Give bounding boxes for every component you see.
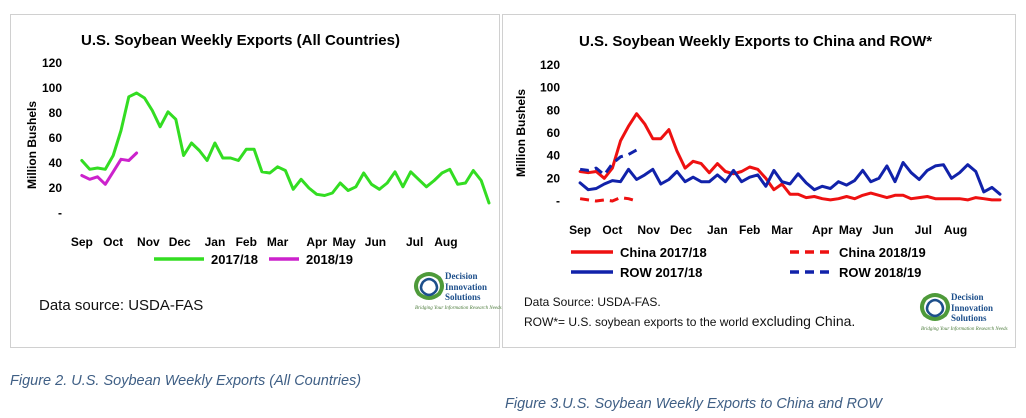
x-tick-label-dec: Dec xyxy=(670,223,692,237)
row-definition-text: ROW*= U.S. soybean exports to the world xyxy=(524,315,749,329)
legend-label: ROW 2017/18 xyxy=(620,265,702,280)
data-source-note: Data source: USDA-FAS xyxy=(39,297,204,314)
series-line-china-2018-19 xyxy=(579,196,638,203)
company-logo: Decision Innovation Solutions Bridging Y… xyxy=(414,270,505,320)
legend: China 2017/18 China 2018/19 ROW 2017/18 ROW… xyxy=(571,245,926,280)
legend-label: China 2018/19 xyxy=(839,245,926,260)
y-axis-label: Million Bushels xyxy=(514,89,528,177)
legend: 2017/18 2018/19 xyxy=(154,252,353,267)
chart-all-countries: U.S. Soybean Weekly Exports (All Countri… xyxy=(25,32,491,267)
x-tick-label-feb: Feb xyxy=(739,223,760,237)
x-tick-label-aug: Aug xyxy=(434,235,457,249)
x-tick-label-sep: Sep xyxy=(569,223,591,237)
y-tick-label: 40 xyxy=(547,149,561,163)
x-tick-label-nov: Nov xyxy=(137,235,160,249)
logo-line-1: Decision xyxy=(951,292,984,302)
row-definition-note: ROW*= U.S. soybean exports to the world … xyxy=(524,312,855,332)
logo-line-3: Solutions xyxy=(445,292,481,302)
x-tick-label-sep: Sep xyxy=(71,235,93,249)
x-tick-label-aug: Aug xyxy=(944,223,967,237)
y-tick-label: 100 xyxy=(540,81,560,95)
chart-china-row: U.S. Soybean Weekly Exports to China and… xyxy=(514,33,1002,280)
chart-title: U.S. Soybean Weekly Exports (All Countri… xyxy=(81,32,400,49)
chart-title: U.S. Soybean Weekly Exports to China and… xyxy=(579,33,932,50)
legend-label: ROW 2018/19 xyxy=(839,265,921,280)
logo-line-3: Solutions xyxy=(951,313,987,323)
legend-label: China 2017/18 xyxy=(620,245,707,260)
x-tick-label-mar: Mar xyxy=(267,235,289,249)
knot-logo-icon xyxy=(920,293,950,321)
y-tick-label: - xyxy=(58,206,62,220)
y-tick-label: 80 xyxy=(49,106,63,120)
x-tick-label-feb: Feb xyxy=(236,235,257,249)
logo-line-2: Innovation xyxy=(951,302,994,313)
y-tick-label: 100 xyxy=(42,81,62,95)
logo-tagline: Bridging Your Information Research Needs xyxy=(415,306,502,311)
x-tick-label-dec: Dec xyxy=(169,235,191,249)
logo-tagline: Bridging Your Information Research Needs xyxy=(921,327,1008,332)
y-tick-label: 60 xyxy=(49,131,63,145)
x-tick-label-jun: Jun xyxy=(365,235,386,249)
x-tick-label-jul: Jul xyxy=(915,223,932,237)
y-tick-label: - xyxy=(556,194,560,208)
company-logo: Decision Innovation Solutions Bridging Y… xyxy=(920,291,1011,341)
y-tick-label: 60 xyxy=(547,126,561,140)
series-line-china-2017-18 xyxy=(578,112,1002,202)
legend-label: 2017/18 xyxy=(211,252,258,267)
logo-line-1: Decision xyxy=(445,271,478,281)
x-tick-label-jan: Jan xyxy=(707,223,728,237)
x-tick-label-jan: Jan xyxy=(205,235,226,249)
x-tick-label-oct: Oct xyxy=(103,235,123,249)
data-source-note: Data Source: USDA-FAS. ROW*= U.S. soybea… xyxy=(524,293,855,332)
y-tick-label: 80 xyxy=(547,103,561,117)
x-tick-label-jun: Jun xyxy=(872,223,893,237)
x-tick-label-may: May xyxy=(839,223,863,237)
x-tick-label-apr: Apr xyxy=(812,223,833,237)
y-axis-label: Million Bushels xyxy=(25,101,39,189)
series-line-row-2018-19 xyxy=(579,148,638,177)
x-tick-label-apr: Apr xyxy=(306,235,327,249)
x-tick-label-oct: Oct xyxy=(602,223,622,237)
y-tick-label: 20 xyxy=(49,181,63,195)
chart-panel-china-row: U.S. Soybean Weekly Exports to China and… xyxy=(502,14,1016,348)
chart-panel-all-countries: U.S. Soybean Weekly Exports (All Countri… xyxy=(10,14,502,348)
series-line-row-2017-18 xyxy=(578,161,1002,196)
legend-label: 2018/19 xyxy=(306,252,353,267)
y-tick-label: 40 xyxy=(49,156,63,170)
series-line-2017-18 xyxy=(80,91,491,205)
y-tick-label: 120 xyxy=(540,58,560,72)
data-source-line: Data Source: USDA-FAS. xyxy=(524,295,661,309)
y-tick-label: 120 xyxy=(42,56,62,70)
figure-caption-3: Figure 3.U.S. Soybean Weekly Exports to … xyxy=(505,396,882,412)
x-tick-label-may: May xyxy=(332,235,356,249)
y-tick-label: 20 xyxy=(547,171,561,185)
series-line-2018-19 xyxy=(80,151,139,186)
figure-caption-2: Figure 2. U.S. Soybean Weekly Exports (A… xyxy=(10,373,362,389)
x-tick-label-mar: Mar xyxy=(771,223,793,237)
logo-line-2: Innovation xyxy=(445,281,488,292)
x-tick-label-nov: Nov xyxy=(637,223,660,237)
knot-logo-icon xyxy=(414,272,444,300)
row-definition-emphasis: excluding China. xyxy=(751,313,856,329)
x-tick-label-jul: Jul xyxy=(406,235,423,249)
